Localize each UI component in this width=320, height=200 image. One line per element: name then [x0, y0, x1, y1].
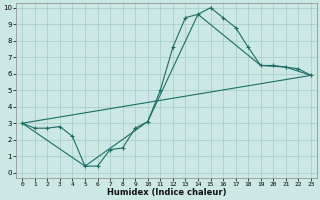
X-axis label: Humidex (Indice chaleur): Humidex (Indice chaleur): [107, 188, 226, 197]
